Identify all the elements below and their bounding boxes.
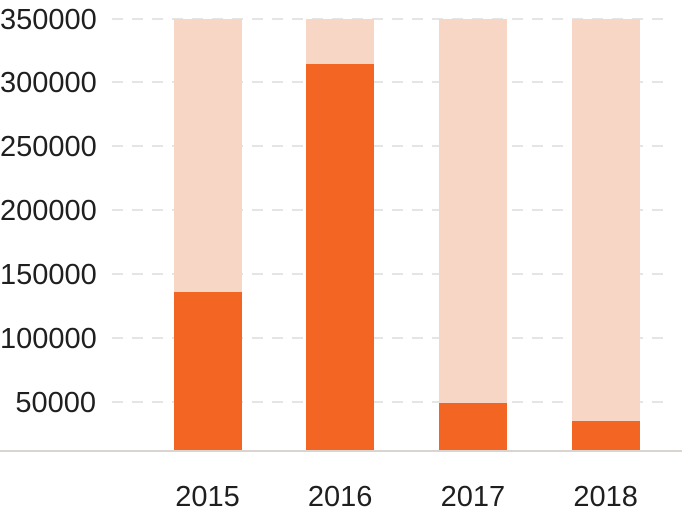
gridline-150000 <box>112 272 668 275</box>
y-tick-label-300000: 300000 <box>0 67 97 100</box>
gridline-300000 <box>112 81 668 84</box>
x-tick-label-2015: 2015 <box>175 481 240 513</box>
x-tick-label-2016: 2016 <box>307 481 373 513</box>
y-tick-label-250000: 250000 <box>0 131 97 164</box>
x-axis-line <box>0 450 682 452</box>
bar-2018-background <box>571 18 640 450</box>
x-tick-label-2017: 2017 <box>440 481 506 513</box>
bar-2018-value <box>571 420 640 450</box>
y-tick-label-150000: 150000 <box>0 258 97 291</box>
bar-2015-value <box>173 291 242 450</box>
x-tick-label-2018: 2018 <box>573 481 638 513</box>
y-tick-label-200000: 200000 <box>0 195 97 228</box>
gridline-50000 <box>112 400 668 403</box>
bar-2016-value <box>306 64 375 450</box>
y-tick-label-100000: 100000 <box>0 322 97 355</box>
bar-2017-value <box>438 402 507 450</box>
gridline-250000 <box>112 145 668 148</box>
y-tick-label-350000: 350000 <box>0 3 97 36</box>
y-tick-label-50000: 50000 <box>15 386 96 419</box>
bar-2017-background <box>438 18 507 450</box>
gridline-200000 <box>112 209 668 212</box>
gridline-100000 <box>112 336 668 339</box>
gridline-350000 <box>112 17 668 20</box>
